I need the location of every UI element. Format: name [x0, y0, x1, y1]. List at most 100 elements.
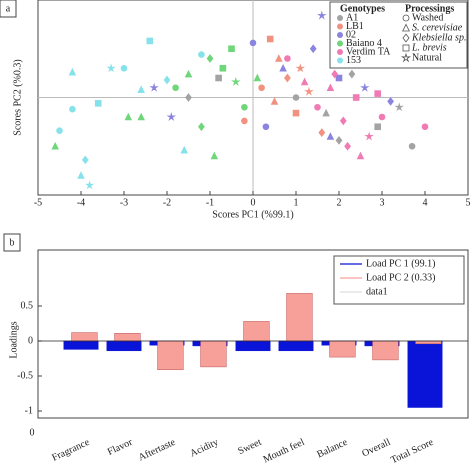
- y-tick-label: 0.5: [21, 300, 34, 311]
- legend-marker: [402, 23, 410, 32]
- x-tick-label: 3: [380, 197, 385, 208]
- x-tick-label: Aftertaste: [137, 437, 178, 464]
- point: [198, 51, 205, 58]
- x-tick-label: 4: [423, 197, 428, 208]
- y-axis-label: Scores PC2 (%0.3): [12, 59, 23, 135]
- point: [317, 10, 327, 20]
- x-tick-label: 0: [251, 197, 256, 208]
- x-tick-label: 2: [337, 197, 342, 208]
- point: [69, 105, 76, 113]
- point: [215, 74, 222, 82]
- plot-frame: [37, 249, 469, 419]
- bar: [157, 340, 184, 370]
- legend-box: [329, 1, 468, 69]
- point: [292, 94, 300, 101]
- point: [241, 117, 248, 125]
- point: [51, 141, 59, 150]
- point: [94, 100, 102, 107]
- legend-swatch: [337, 23, 343, 30]
- bar: [329, 340, 356, 358]
- point: [81, 155, 89, 165]
- y-tick-label: -0.5: [17, 370, 33, 381]
- point: [326, 132, 335, 140]
- point: [68, 67, 77, 76]
- panel-label: a: [6, 3, 11, 14]
- point: [387, 97, 394, 106]
- panel-label-box: [0, 0, 17, 18]
- point: [339, 116, 347, 126]
- legend-label: A1: [346, 12, 358, 23]
- point: [149, 82, 159, 92]
- point: [146, 37, 154, 45]
- point: [374, 90, 382, 97]
- legend-label: S. cerevisiae: [412, 22, 463, 33]
- point: [331, 69, 339, 79]
- point: [335, 136, 343, 145]
- point: [360, 82, 370, 92]
- panel-label-box: [3, 233, 21, 252]
- x-tick-label: 0: [30, 427, 35, 438]
- legend-label: Load PC 1 (99.1): [366, 258, 435, 269]
- bar: [407, 340, 443, 408]
- point: [292, 109, 300, 117]
- bar: [71, 332, 98, 342]
- x-tick-label: Acidity: [188, 437, 220, 460]
- point: [284, 73, 291, 83]
- x-tick-label: Flavor: [106, 437, 135, 458]
- x-tick-label: -1: [206, 197, 214, 208]
- point: [322, 108, 330, 117]
- legend-label: Baiano 4: [346, 38, 382, 49]
- legend-label: LB1: [346, 21, 364, 32]
- bar: [278, 340, 314, 352]
- point: [309, 44, 317, 54]
- point: [163, 75, 171, 85]
- point: [348, 69, 356, 79]
- legend-label: Load PC 2 (0.33): [366, 272, 435, 283]
- point: [137, 112, 145, 121]
- point: [124, 112, 133, 121]
- point: [228, 45, 235, 53]
- point: [421, 123, 429, 131]
- bar: [235, 340, 271, 352]
- legend-marker: [402, 44, 410, 52]
- x-tick-label: Overall: [360, 437, 392, 460]
- legend-swatch: [337, 15, 343, 21]
- point: [185, 93, 192, 102]
- point: [284, 55, 291, 62]
- point: [344, 141, 351, 151]
- point: [394, 102, 404, 112]
- legend-label: L. brevis: [411, 42, 447, 53]
- point: [172, 84, 179, 92]
- point: [210, 151, 219, 160]
- bar: [286, 293, 313, 342]
- point: [335, 74, 343, 82]
- point: [356, 151, 365, 160]
- y-axis-label: Loadings: [8, 321, 19, 358]
- x-tick-label: 1: [294, 197, 299, 208]
- legend-label: 02: [346, 29, 356, 40]
- point: [206, 54, 214, 63]
- point: [241, 103, 248, 111]
- legend-title: Genotypes: [340, 3, 385, 14]
- x-tick-label: Sweet: [236, 437, 263, 457]
- y-tick-label: -1: [25, 405, 33, 416]
- bar: [63, 340, 99, 350]
- x-tick-label: Balance: [315, 437, 349, 461]
- point: [137, 85, 145, 93]
- bar: [114, 333, 141, 342]
- legend-marker: [402, 14, 410, 22]
- legend-swatch: [337, 40, 343, 47]
- point: [184, 69, 193, 78]
- point: [295, 63, 306, 73]
- bar: [415, 340, 442, 345]
- point: [253, 73, 262, 82]
- bar: [372, 340, 399, 361]
- panel-label: b: [10, 237, 15, 248]
- point: [378, 113, 386, 121]
- point: [352, 94, 360, 101]
- point: [275, 54, 283, 62]
- point: [166, 111, 177, 122]
- point: [364, 131, 374, 141]
- legend-swatch: [337, 49, 343, 55]
